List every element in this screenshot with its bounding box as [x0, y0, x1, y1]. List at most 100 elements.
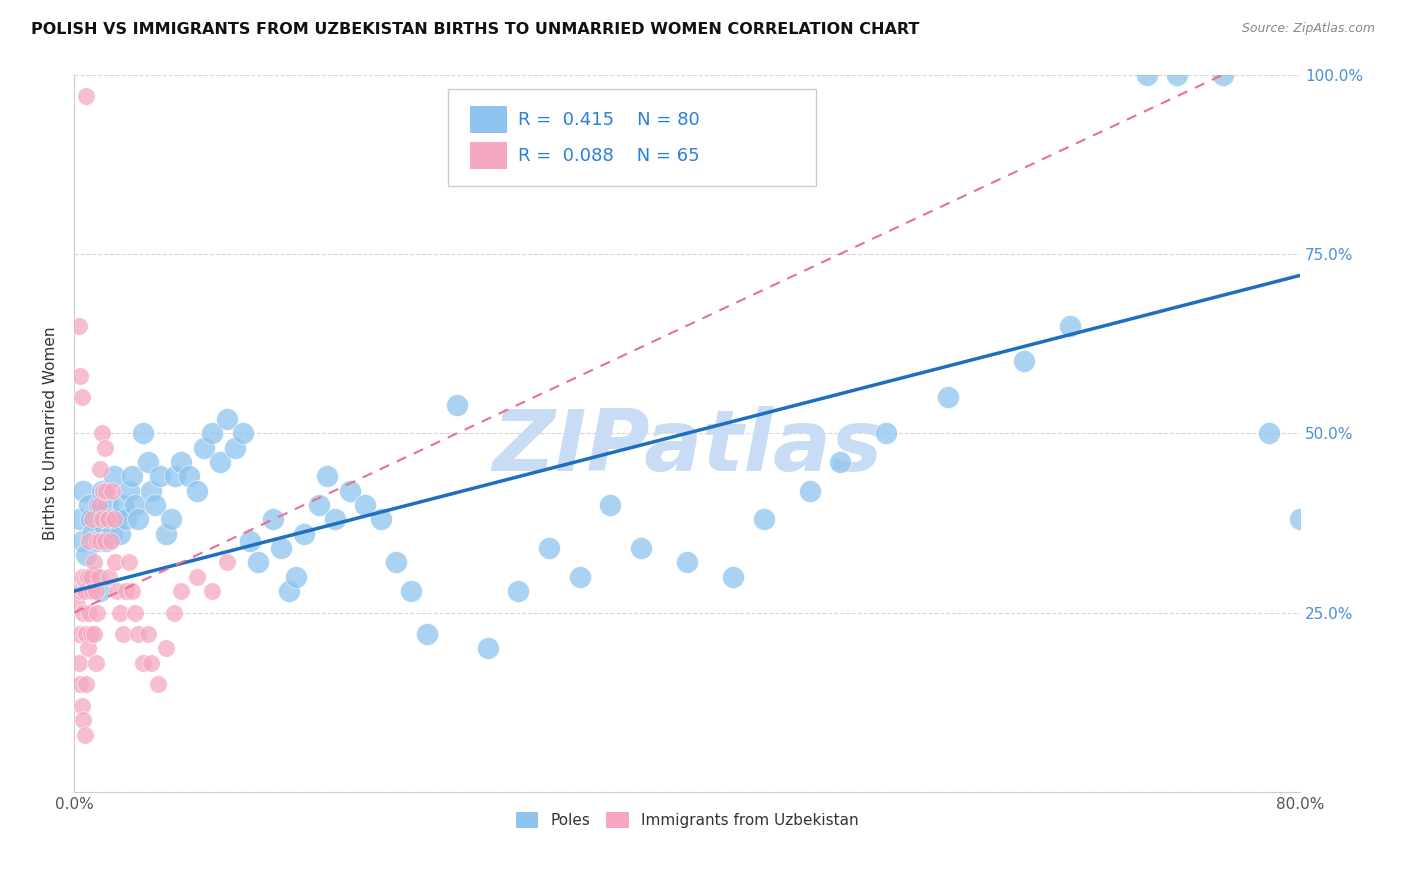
Point	[1012, 354, 1035, 368]
Point	[132, 426, 155, 441]
Point	[159, 512, 181, 526]
Point	[177, 469, 200, 483]
Point	[108, 606, 131, 620]
Point	[87, 498, 110, 512]
Point	[82, 512, 104, 526]
Point	[82, 584, 104, 599]
Point	[1166, 68, 1188, 82]
Point	[143, 498, 166, 512]
Point	[875, 426, 897, 441]
Point	[96, 483, 118, 498]
Text: POLISH VS IMMIGRANTS FROM UZBEKISTAN BIRTHS TO UNMARRIED WOMEN CORRELATION CHART: POLISH VS IMMIGRANTS FROM UZBEKISTAN BIR…	[31, 22, 920, 37]
FancyBboxPatch shape	[449, 89, 815, 186]
Text: R =  0.415    N = 80: R = 0.415 N = 80	[517, 111, 700, 128]
Point	[87, 570, 110, 584]
Point	[103, 469, 125, 483]
Point	[508, 584, 530, 599]
Point	[139, 483, 162, 498]
Point	[70, 698, 93, 713]
Point	[1136, 68, 1159, 82]
Point	[67, 627, 90, 641]
Point	[277, 584, 299, 599]
Point	[121, 469, 143, 483]
Text: ZIPatlas: ZIPatlas	[492, 406, 882, 489]
Point	[316, 469, 339, 483]
Point	[86, 533, 108, 548]
Point	[93, 441, 115, 455]
Point	[105, 584, 128, 599]
Point	[83, 627, 105, 641]
Point	[108, 526, 131, 541]
Point	[721, 570, 744, 584]
Point	[415, 627, 437, 641]
Point	[75, 89, 97, 103]
Point	[385, 555, 408, 569]
Point	[104, 555, 127, 569]
Point	[149, 469, 172, 483]
Point	[339, 483, 361, 498]
Point	[354, 498, 377, 512]
Point	[124, 606, 146, 620]
Point	[163, 606, 186, 620]
Point	[72, 713, 94, 727]
Point	[115, 584, 138, 599]
Point	[201, 426, 224, 441]
Point	[91, 483, 114, 498]
FancyBboxPatch shape	[470, 142, 506, 169]
Point	[170, 455, 193, 469]
Point	[84, 584, 107, 599]
Point	[79, 498, 101, 512]
Point	[86, 533, 108, 548]
Point	[83, 555, 105, 569]
Point	[1059, 318, 1081, 333]
Point	[165, 469, 187, 483]
Point	[83, 570, 105, 584]
Point	[270, 541, 292, 555]
Point	[73, 728, 96, 742]
Point	[538, 541, 561, 555]
Point	[89, 584, 111, 599]
Point	[98, 570, 121, 584]
Point	[132, 656, 155, 670]
Point	[193, 441, 215, 455]
Point	[752, 512, 775, 526]
Point	[186, 570, 208, 584]
Point	[75, 677, 97, 691]
Point	[127, 512, 149, 526]
Point	[82, 526, 104, 541]
Point	[72, 483, 94, 498]
Point	[676, 555, 699, 569]
Point	[97, 498, 120, 512]
Point	[98, 512, 121, 526]
Point	[93, 519, 115, 533]
Point	[79, 606, 101, 620]
Point	[799, 483, 821, 498]
Legend: Poles, Immigrants from Uzbekistan: Poles, Immigrants from Uzbekistan	[509, 806, 865, 835]
Point	[208, 455, 231, 469]
Point	[79, 533, 101, 548]
Point	[101, 483, 124, 498]
Point	[155, 641, 177, 656]
Point	[103, 512, 125, 526]
Point	[1289, 512, 1312, 526]
Point	[75, 548, 97, 562]
Point	[112, 498, 135, 512]
Point	[86, 606, 108, 620]
Point	[87, 498, 110, 512]
Point	[97, 512, 120, 526]
Point	[73, 584, 96, 599]
Text: R =  0.088    N = 65: R = 0.088 N = 65	[517, 146, 700, 165]
Point	[830, 455, 852, 469]
Point	[80, 512, 103, 526]
Point	[90, 483, 112, 498]
Point	[118, 555, 141, 569]
Point	[446, 398, 468, 412]
Point	[101, 526, 124, 541]
Point	[936, 390, 959, 404]
Point	[148, 677, 170, 691]
Point	[67, 656, 90, 670]
Point	[232, 426, 254, 441]
Point	[77, 641, 100, 656]
Point	[217, 412, 239, 426]
Point	[70, 533, 93, 548]
